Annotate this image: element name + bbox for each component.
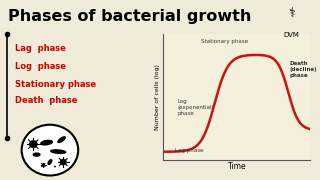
Text: Death
(decline)
phase: Death (decline) phase [290, 61, 317, 78]
Text: Lag phase: Lag phase [175, 148, 204, 153]
Circle shape [42, 164, 44, 166]
Text: ⚕: ⚕ [288, 7, 295, 20]
Circle shape [29, 140, 37, 148]
Text: Death  phase: Death phase [15, 96, 77, 105]
Circle shape [22, 125, 78, 176]
Text: Log
(exponential)
phase: Log (exponential) phase [178, 99, 214, 116]
Text: Log  phase: Log phase [15, 62, 66, 71]
Circle shape [54, 166, 56, 167]
Ellipse shape [41, 140, 52, 145]
Text: Phases of bacterial growth: Phases of bacterial growth [8, 9, 251, 24]
Text: Stationary phase: Stationary phase [15, 80, 96, 89]
Ellipse shape [58, 137, 65, 143]
Text: Stationary phase: Stationary phase [202, 39, 249, 44]
Y-axis label: Number of cells (log): Number of cells (log) [156, 64, 160, 130]
Ellipse shape [48, 160, 52, 164]
Text: Lag  phase: Lag phase [15, 44, 66, 53]
Text: DVM: DVM [283, 32, 299, 38]
X-axis label: Time: Time [228, 162, 246, 171]
Circle shape [60, 159, 67, 165]
Ellipse shape [33, 153, 40, 156]
Ellipse shape [51, 150, 66, 153]
